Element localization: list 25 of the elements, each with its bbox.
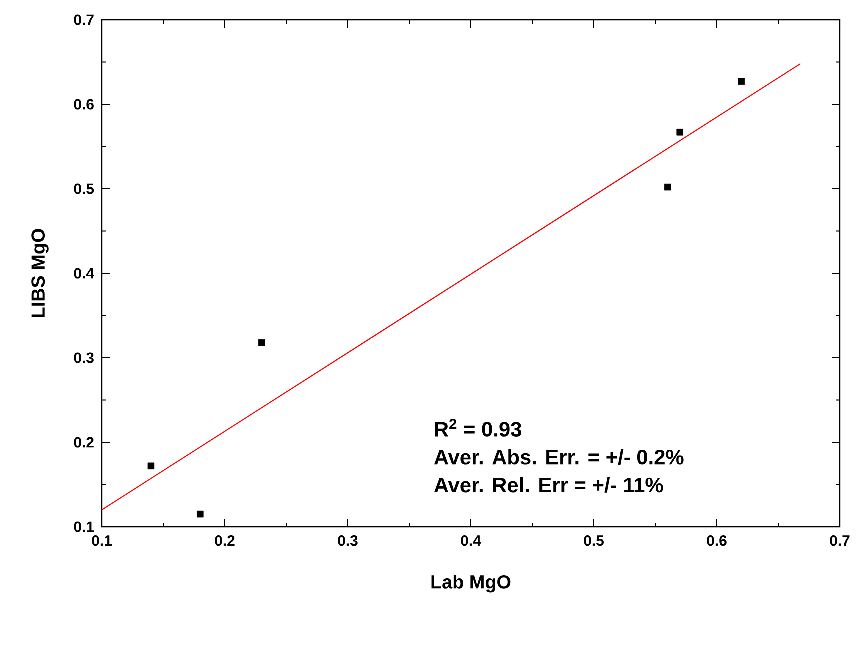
point xyxy=(664,184,672,191)
y-tick-label: 0.1 xyxy=(74,522,94,532)
x-tick-label: 0.2 xyxy=(215,536,235,546)
y-tick-label: 0.4 xyxy=(74,268,94,279)
y-axis-title: LIBS MgO xyxy=(32,229,49,318)
y-tick-label: 0.7 xyxy=(74,14,94,26)
x-axis-title: Lab MgO xyxy=(432,574,511,593)
x-tick-label: 0.3 xyxy=(338,536,358,546)
y-tick-label: 0.6 xyxy=(74,99,94,110)
annotation: R$^{2}$ = 0.93 xyxy=(435,418,522,437)
x-tick-label: 0.4 xyxy=(461,536,482,546)
annotation: Aver. Rel. Err = +/- 11% xyxy=(434,477,664,493)
point xyxy=(148,462,155,470)
point xyxy=(676,128,684,136)
y-tick-label: 0.5 xyxy=(74,184,94,194)
x-tick-label: 0.6 xyxy=(707,536,727,546)
y-tick-label: 0.3 xyxy=(74,352,94,364)
annotation: Aver. Abs. Err. = +/- 0.2% xyxy=(434,449,684,466)
point xyxy=(738,78,745,86)
x-tick-label: 0.5 xyxy=(584,536,604,546)
y-tick-label: 0.2 xyxy=(74,437,94,448)
x-tick-label: 0.1 xyxy=(92,536,112,546)
x-tick-label: 0.7 xyxy=(830,536,850,546)
point xyxy=(197,510,204,518)
point xyxy=(258,339,266,346)
